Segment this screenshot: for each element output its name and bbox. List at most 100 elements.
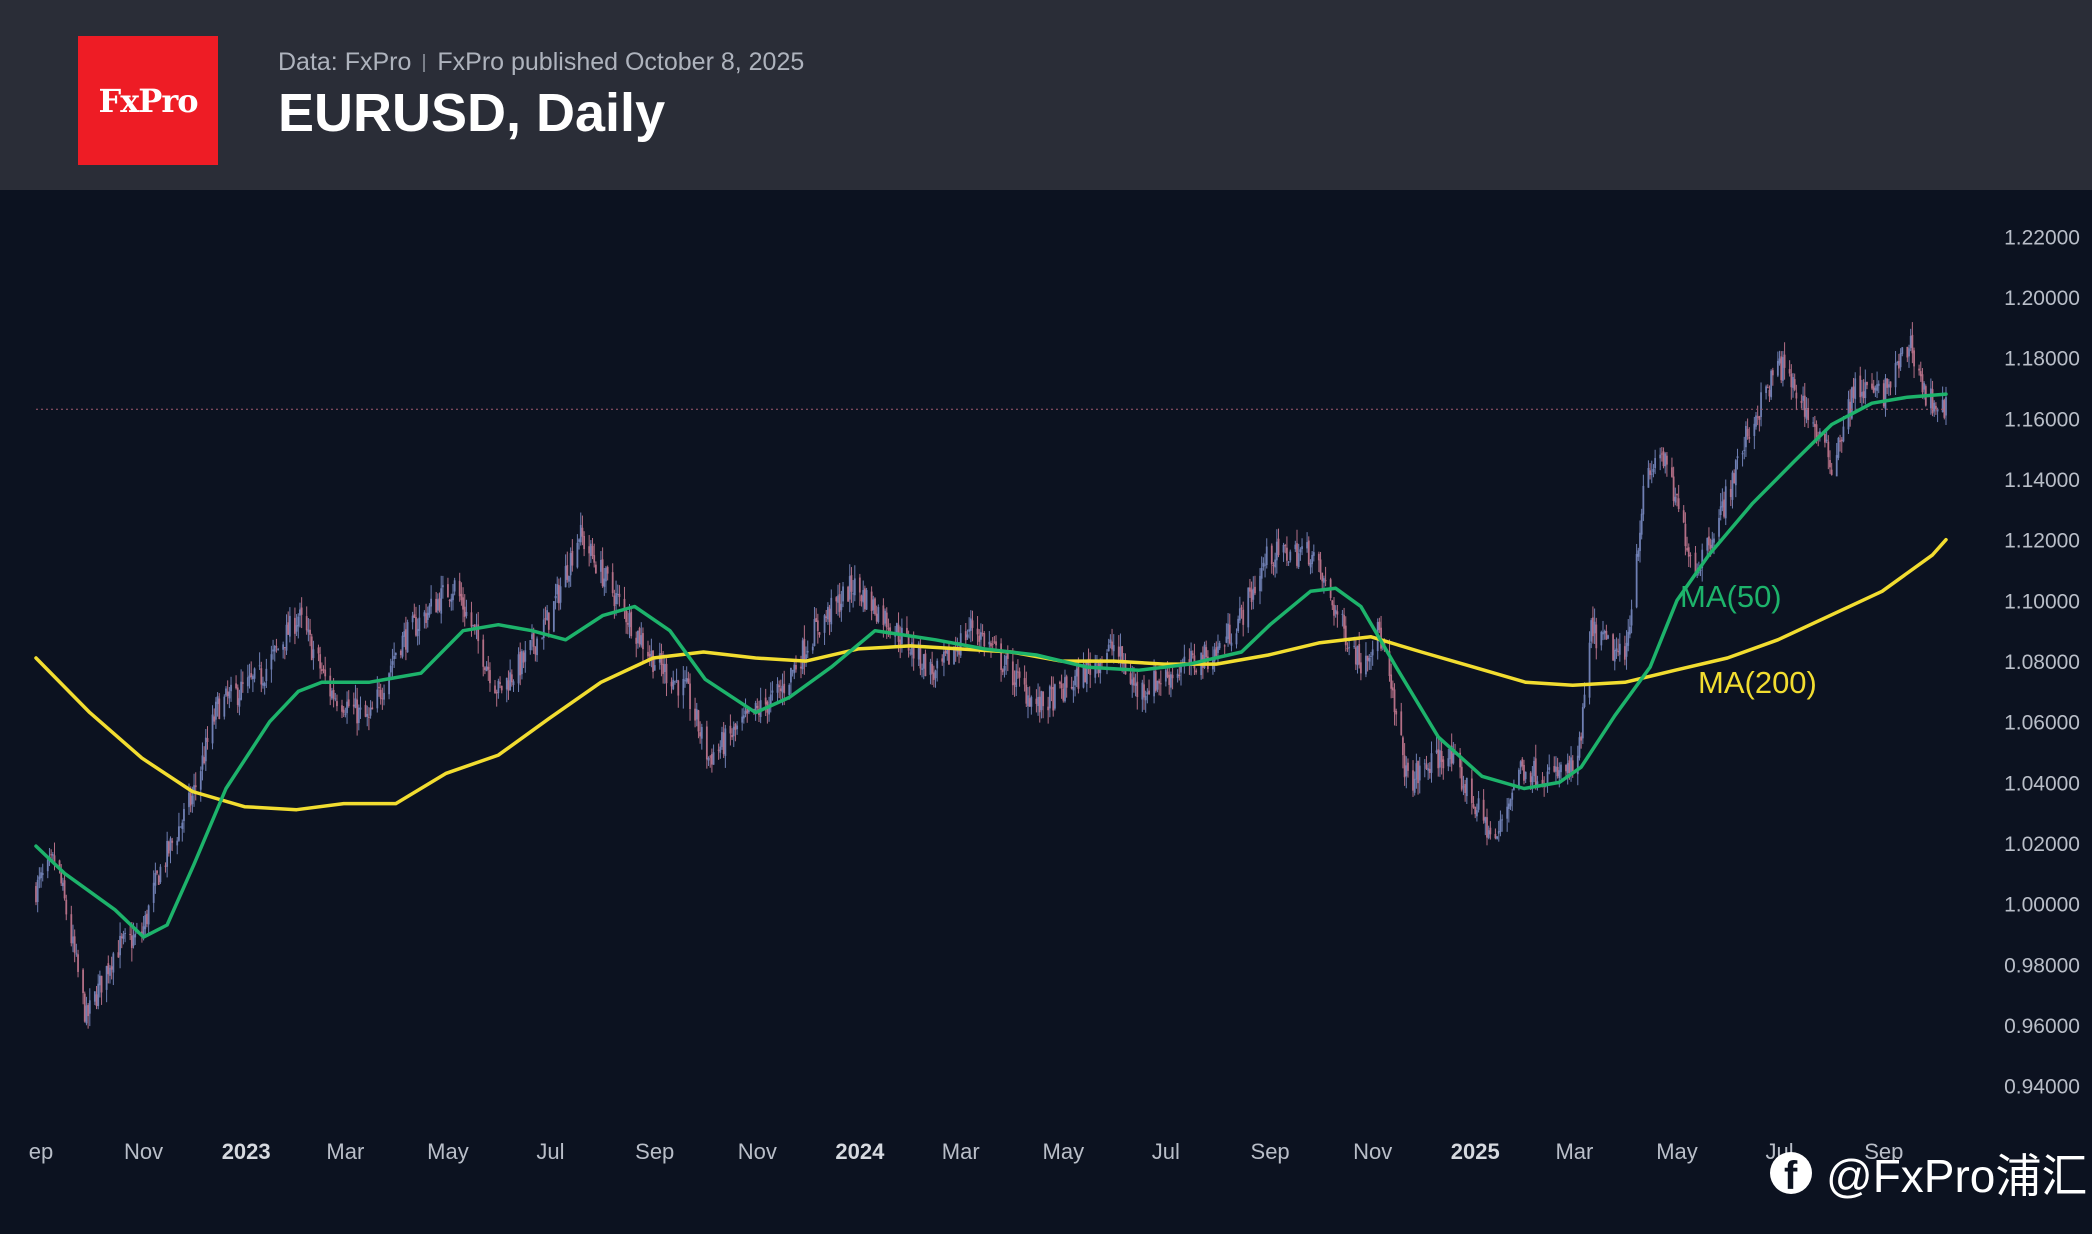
- candle-body: [369, 707, 372, 716]
- candle-body: [463, 606, 466, 617]
- candle-body: [953, 649, 955, 665]
- candle-body: [662, 663, 665, 674]
- candle-body: [1871, 383, 1873, 389]
- candle-body: [1886, 378, 1889, 388]
- candle-body: [181, 822, 184, 829]
- candle-body: [769, 694, 772, 708]
- candle-body: [1474, 806, 1477, 815]
- candle-body: [1689, 555, 1692, 557]
- y-tick-label: 1.16000: [2004, 408, 2080, 431]
- candle-body: [1237, 618, 1240, 632]
- fxpro-logo: FxPro: [78, 36, 218, 165]
- watermark-text: @FxPro浦汇: [1826, 1150, 2088, 1202]
- candle-body: [768, 704, 770, 715]
- candle-body: [1141, 682, 1144, 700]
- candle-body: [907, 635, 910, 651]
- candle-body: [1788, 369, 1791, 374]
- candle-body: [924, 653, 927, 677]
- candle-body: [1664, 453, 1667, 467]
- candle-body: [790, 667, 792, 683]
- candle-body: [1341, 613, 1344, 615]
- candle-body: [1605, 630, 1608, 640]
- candle-body: [1647, 467, 1650, 488]
- y-tick-label: 1.18000: [2004, 348, 2080, 371]
- candle-body: [320, 669, 323, 671]
- candle-body: [399, 650, 402, 655]
- candle-body: [705, 726, 708, 760]
- candle-body: [288, 615, 291, 637]
- candle-body: [117, 952, 120, 958]
- candle-body: [1168, 674, 1171, 685]
- candle-body: [41, 873, 44, 876]
- candle-body: [919, 644, 922, 669]
- candle-body: [512, 681, 515, 686]
- candle-body: [425, 613, 427, 623]
- candle-body: [1430, 753, 1433, 773]
- candle-body: [709, 756, 712, 758]
- candle-body: [193, 785, 195, 794]
- candle-body: [1864, 382, 1867, 399]
- candle-body: [1348, 647, 1351, 649]
- candle-body: [1047, 706, 1050, 711]
- candle-body: [1284, 545, 1287, 547]
- chart-title: EURUSD, Daily: [278, 83, 666, 143]
- candle-body: [581, 527, 584, 537]
- candle-body: [1423, 763, 1426, 765]
- candle-body: [1748, 437, 1751, 439]
- candle-body: [906, 627, 908, 635]
- candle-body: [58, 860, 61, 870]
- candle-body: [995, 641, 997, 646]
- candle-body: [1085, 661, 1088, 684]
- candle-body: [1460, 766, 1463, 790]
- candle-body: [415, 617, 417, 636]
- candle-body: [941, 658, 944, 662]
- candle-body: [1393, 689, 1396, 713]
- candle-body: [1894, 363, 1897, 388]
- candle-body: [1536, 781, 1539, 787]
- candle-body: [1415, 763, 1418, 780]
- candle-body: [670, 681, 673, 687]
- candle-body: [1887, 384, 1890, 388]
- candle-body: [223, 696, 226, 717]
- candle-body: [1235, 633, 1238, 645]
- candle-body: [860, 595, 863, 602]
- candle-body: [1524, 771, 1527, 780]
- ma50-line: [34, 392, 1948, 939]
- candle-body: [675, 680, 678, 682]
- x-tick-label: May: [1656, 1139, 1698, 1164]
- candle-body: [1094, 663, 1097, 678]
- candle-body: [77, 954, 79, 972]
- candle-body: [976, 628, 979, 635]
- candle-body: [1802, 395, 1804, 401]
- candle-body: [51, 854, 54, 856]
- candle-body: [1676, 493, 1678, 496]
- candle-body: [270, 654, 273, 670]
- candle-body: [1862, 391, 1865, 399]
- candle-body: [1854, 378, 1857, 400]
- candle-body: [1489, 827, 1492, 835]
- candle-body: [1566, 763, 1569, 773]
- candle-body: [674, 681, 676, 683]
- candle-body: [650, 650, 653, 658]
- candle-body: [1346, 648, 1349, 650]
- candle-body: [811, 646, 814, 651]
- candle-body: [154, 873, 157, 886]
- candle-body: [521, 651, 523, 675]
- candle-body: [1319, 559, 1322, 573]
- candle-body: [354, 698, 357, 708]
- candle-body: [283, 647, 286, 649]
- candle-body: [1487, 830, 1490, 838]
- candle-body: [1470, 778, 1473, 804]
- candle-body: [601, 559, 604, 587]
- candle-body: [1731, 472, 1734, 500]
- candle-body: [536, 638, 538, 656]
- y-tick-label: 1.08000: [2004, 651, 2080, 674]
- x-tick-label: Mar: [326, 1139, 364, 1164]
- candle-body: [465, 611, 468, 616]
- candle-body: [1482, 799, 1485, 821]
- candle-body: [948, 646, 950, 665]
- candle-body: [611, 572, 614, 594]
- candle-body: [1818, 431, 1821, 435]
- candle-body: [1756, 416, 1759, 418]
- candle-body: [1121, 646, 1124, 664]
